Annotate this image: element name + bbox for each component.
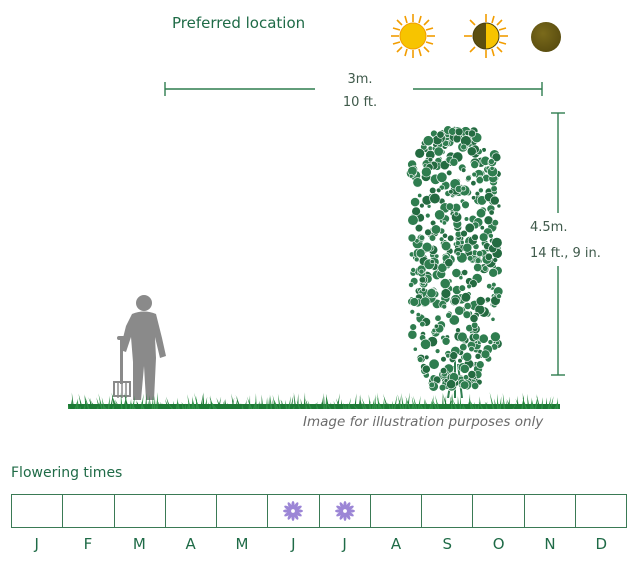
month-cell — [12, 495, 64, 527]
flowering-calendar — [11, 494, 627, 528]
month-cell — [371, 495, 422, 527]
month-label: F — [83, 535, 93, 553]
full-sun-icon — [391, 14, 435, 58]
month-label: M — [132, 535, 146, 553]
flower-icon — [283, 501, 304, 521]
height-metric: 4.5m. — [530, 220, 568, 235]
month-label: A — [390, 535, 402, 553]
height-imperial: 14 ft., 9 in. — [530, 246, 601, 261]
month-cell — [422, 495, 474, 527]
month-label: M — [235, 535, 249, 553]
month-cell — [217, 495, 269, 527]
width-imperial: 10 ft. — [342, 95, 378, 110]
month-cell — [166, 495, 217, 527]
month-cell — [525, 495, 576, 527]
month-label: D — [595, 535, 608, 553]
month-cell — [63, 495, 115, 527]
climbing-plant-illustration — [406, 126, 504, 398]
full-shade-icon — [531, 22, 561, 52]
month-label: J — [34, 535, 39, 553]
width-dimension-line — [164, 82, 543, 96]
month-cell — [115, 495, 166, 527]
month-cell — [268, 495, 320, 527]
month-cell — [576, 495, 626, 527]
grass-ground — [68, 392, 560, 409]
width-metric: 3m. — [347, 72, 373, 87]
preferred-location-title: Preferred location — [172, 14, 306, 32]
month-label: J — [291, 535, 296, 553]
month-label: O — [492, 535, 505, 553]
person-silhouette — [113, 295, 166, 400]
month-label: J — [342, 535, 347, 553]
month-label: A — [185, 535, 196, 553]
height-dimension-line — [551, 112, 565, 376]
month-cell — [320, 495, 371, 527]
month-cell — [473, 495, 525, 527]
partial-shade-icon — [464, 14, 508, 58]
month-label: N — [544, 535, 556, 553]
month-label: S — [442, 535, 453, 553]
illustration-caption: Image for illustration purposes only — [303, 414, 544, 430]
flower-icon — [334, 501, 355, 521]
flowering-times-title: Flowering times — [11, 465, 123, 481]
